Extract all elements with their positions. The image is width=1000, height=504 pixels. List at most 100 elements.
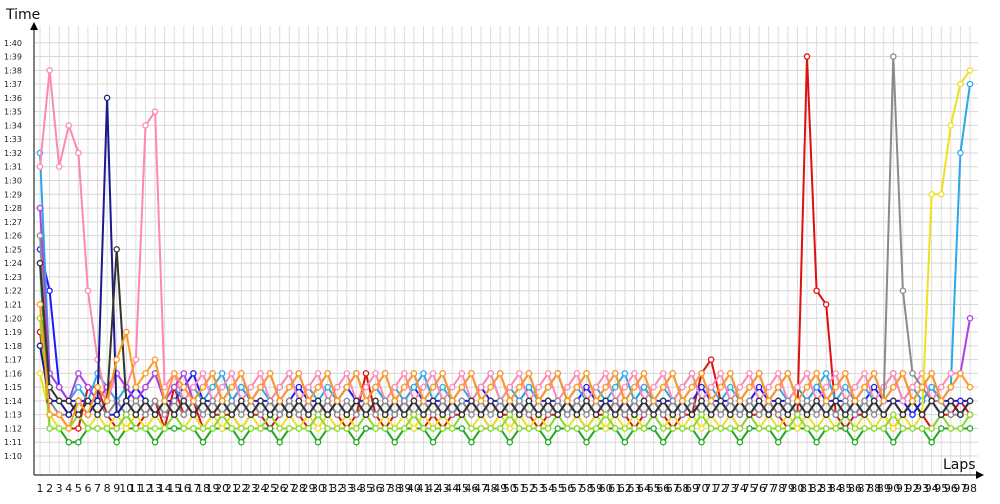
y-tick-label: 1:23 (4, 273, 22, 282)
data-point (602, 425, 609, 432)
data-point (842, 425, 849, 432)
data-point (343, 370, 351, 377)
data-point (583, 425, 590, 432)
x-tick-label: 24 (254, 482, 268, 495)
y-tick-label: 1:12 (4, 424, 22, 433)
data-point (420, 383, 427, 391)
data-point (410, 370, 418, 377)
x-tick-label: 53 (532, 482, 546, 495)
data-point (937, 191, 945, 198)
data-point (324, 425, 331, 432)
data-point (439, 425, 446, 432)
data-point (516, 411, 523, 418)
data-point (928, 370, 935, 377)
y-tick-label: 1:17 (4, 356, 22, 365)
data-point (199, 370, 207, 377)
x-tick-label: 1 (37, 482, 44, 495)
data-point (410, 411, 418, 418)
data-point (851, 438, 859, 446)
y-axis-title: Time (5, 7, 40, 23)
data-point (602, 370, 609, 377)
data-point (583, 370, 590, 377)
data-point (276, 438, 283, 446)
data-point (496, 397, 504, 405)
x-tick-label: 6 (84, 482, 91, 495)
data-point (631, 370, 638, 377)
data-point (928, 383, 935, 391)
data-point (870, 425, 878, 432)
y-tick-label: 1:37 (4, 80, 22, 89)
data-point (142, 411, 149, 418)
data-point (794, 411, 801, 418)
data-point (698, 438, 705, 446)
data-point (36, 204, 44, 212)
data-point (295, 397, 303, 405)
data-point (343, 411, 351, 418)
data-point (679, 397, 686, 405)
data-point (870, 397, 878, 405)
data-point (123, 425, 130, 432)
data-point (621, 397, 629, 405)
y-tick-label: 1:10 (4, 452, 22, 461)
data-point (36, 342, 44, 350)
data-point (535, 411, 542, 418)
data-point (717, 411, 724, 418)
x-tick-label: 2 (46, 482, 53, 495)
data-point (295, 411, 303, 418)
data-point (429, 425, 437, 432)
x-tick-label: 8 (104, 482, 111, 495)
data-point (142, 122, 149, 129)
y-tick-label: 1:22 (4, 287, 22, 296)
data-point (727, 425, 734, 432)
data-point (113, 425, 120, 432)
data-point (755, 411, 763, 418)
data-point (75, 411, 82, 418)
x-tick-label: 85 (838, 482, 852, 495)
data-point (266, 397, 274, 405)
data-point (813, 383, 820, 391)
x-tick-label: 95 (934, 482, 948, 495)
data-point (573, 370, 581, 377)
x-tick-label: 96 (944, 482, 958, 495)
x-tick-label: 66 (656, 482, 670, 495)
axis-layer: Time Laps (5, 7, 984, 479)
data-point (199, 383, 207, 391)
data-point (880, 397, 887, 405)
x-tick-label: 49 (493, 482, 507, 495)
x-tick-label: 57 (570, 482, 584, 495)
y-tick-label: 1:25 (4, 245, 22, 254)
data-point (75, 383, 82, 391)
data-point (851, 411, 859, 418)
y-tick-label: 1:19 (4, 328, 22, 337)
data-point (286, 370, 293, 377)
data-point (765, 383, 772, 391)
data-point (238, 370, 245, 377)
data-point (410, 425, 418, 432)
data-point (496, 411, 504, 418)
data-point (966, 67, 974, 74)
data-point (333, 383, 341, 391)
data-point (650, 383, 657, 391)
data-point (621, 370, 629, 377)
data-point (746, 383, 753, 391)
data-point (84, 287, 92, 294)
data-point (813, 287, 820, 294)
x-tick-label: 50 (503, 482, 517, 495)
data-point (861, 397, 868, 405)
data-point (698, 425, 705, 432)
data-point (774, 383, 782, 391)
data-point (890, 425, 897, 432)
data-point (151, 356, 159, 363)
data-point (573, 425, 581, 432)
data-point (420, 425, 427, 432)
x-tick-label: 80 (790, 482, 804, 495)
data-point (381, 370, 389, 377)
data-point (286, 425, 293, 432)
data-point (75, 397, 82, 405)
data-point (765, 411, 772, 418)
x-tick-label: 15 (167, 482, 181, 495)
data-point (381, 397, 389, 405)
data-point (554, 397, 561, 405)
data-point (727, 411, 734, 418)
x-tick-label: 17 (186, 482, 200, 495)
